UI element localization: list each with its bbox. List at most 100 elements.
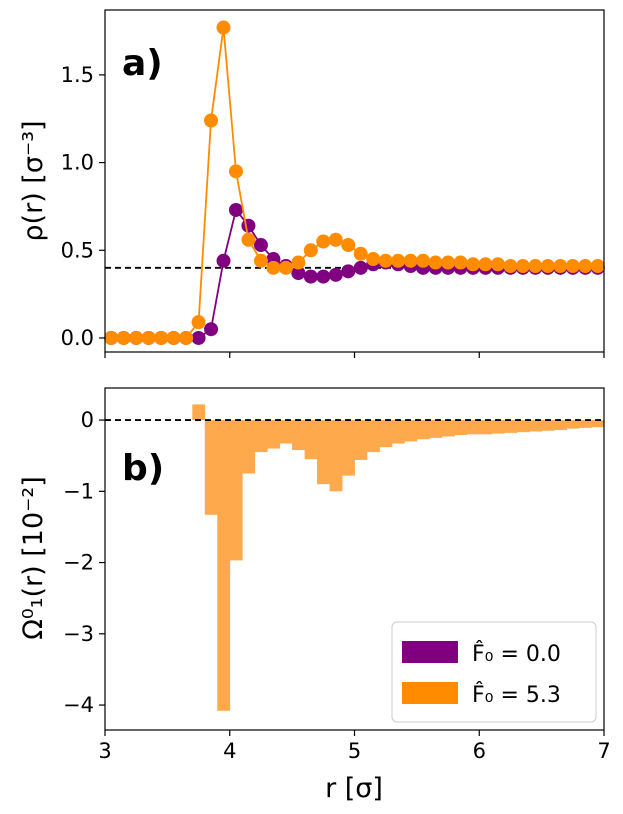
- panel-b-xticks: 3 4 5 6 7: [98, 730, 611, 763]
- data-point: [428, 255, 443, 270]
- bar: [317, 420, 330, 485]
- data-point: [403, 253, 418, 268]
- bar: [354, 420, 368, 460]
- data-point: [565, 259, 580, 274]
- panel-a-ylabel: ρ(r) [σ⁻³]: [18, 120, 49, 241]
- bar-series-1: [192, 404, 605, 711]
- data-point: [291, 255, 306, 270]
- b-xtick-label: 4: [223, 739, 236, 763]
- bar: [229, 420, 243, 561]
- bar: [366, 420, 380, 453]
- a-ytick-label: 1.0: [61, 151, 94, 175]
- bar: [454, 420, 468, 436]
- data-point: [179, 330, 194, 345]
- bar: [279, 420, 293, 444]
- data-point: [191, 330, 206, 345]
- bar: [516, 420, 530, 433]
- a-ytick-label: 0.0: [61, 326, 94, 350]
- data-point: [590, 259, 605, 274]
- b-ytick-label: −2: [63, 551, 94, 575]
- bar: [591, 420, 605, 428]
- bar: [217, 420, 231, 711]
- data-point: [503, 259, 518, 274]
- data-point: [540, 259, 555, 274]
- data-point: [391, 253, 406, 268]
- panel-a-frame: [104, 9, 605, 353]
- bar: [292, 420, 305, 450]
- legend-label-1: F̂₀ = 5.3: [472, 682, 561, 708]
- bar: [554, 420, 567, 431]
- b-xtick-label: 3: [98, 739, 111, 763]
- data-point: [141, 330, 156, 345]
- a-ytick-label: 1.5: [61, 63, 94, 87]
- bar: [391, 420, 405, 444]
- data-point: [528, 259, 543, 274]
- panel-b-ylabel: Ω⁰₁(r) [10⁻²]: [18, 476, 49, 640]
- series-1: [104, 20, 605, 345]
- series-0: [104, 202, 605, 345]
- data-point: [441, 255, 456, 270]
- data-point: [241, 232, 256, 247]
- density-series: [104, 20, 605, 345]
- bar: [242, 420, 256, 474]
- legend-swatch-0: [402, 641, 458, 663]
- data-point: [228, 202, 243, 217]
- data-point: [416, 253, 431, 268]
- b-ytick-label: 0: [81, 408, 94, 432]
- bar: [529, 420, 543, 432]
- data-point: [490, 257, 505, 272]
- data-point: [478, 257, 493, 272]
- data-point: [241, 218, 256, 233]
- bar: [504, 420, 518, 433]
- data-point: [154, 330, 169, 345]
- legend-label-0: F̂₀ = 0.0: [472, 641, 561, 667]
- bar: [429, 420, 443, 438]
- data-point: [291, 266, 306, 281]
- data-point: [466, 257, 481, 272]
- bar: [379, 420, 393, 448]
- data-point: [278, 260, 293, 275]
- data-point: [341, 264, 356, 279]
- data-point: [303, 269, 318, 284]
- series-line: [111, 27, 598, 339]
- b-xtick-label: 7: [597, 739, 610, 763]
- bar: [441, 420, 455, 437]
- bar: [541, 420, 555, 431]
- data-point: [216, 20, 231, 35]
- b-xtick-label: 5: [348, 739, 361, 763]
- panel-a-xticks: [104, 352, 605, 358]
- data-point: [553, 259, 568, 274]
- bar: [566, 420, 580, 429]
- bar: [479, 420, 493, 435]
- data-point: [316, 269, 331, 284]
- data-point: [253, 253, 268, 268]
- data-point: [116, 330, 131, 345]
- bar: [404, 420, 418, 442]
- panel-a: 0.0 0.5 1.0 1.5 a) ρ(r) [σ⁻³]: [18, 9, 605, 358]
- b-ytick-label: −1: [63, 479, 94, 503]
- bar: [466, 420, 480, 435]
- data-point: [191, 315, 206, 330]
- data-point: [129, 330, 144, 345]
- panel-a-yticks: 0.0 0.5 1.0 1.5: [61, 63, 105, 350]
- bar: [254, 420, 268, 453]
- data-point: [353, 260, 368, 275]
- data-point: [328, 267, 343, 282]
- data-point: [204, 113, 219, 128]
- data-point: [578, 259, 593, 274]
- data-point: [166, 330, 181, 345]
- panel-b-yticks: 0 −1 −2 −3 −4: [63, 408, 105, 717]
- bar: [267, 420, 281, 449]
- legend: F̂₀ = 0.0 F̂₀ = 5.3: [391, 621, 597, 723]
- data-point: [104, 330, 119, 345]
- bar: [342, 420, 355, 476]
- data-point: [353, 246, 368, 261]
- data-point: [341, 238, 356, 253]
- data-point: [515, 259, 530, 274]
- data-point: [378, 253, 393, 268]
- bar: [192, 404, 206, 421]
- data-point: [253, 238, 268, 253]
- bar: [329, 420, 343, 492]
- omega-bars: [192, 404, 605, 711]
